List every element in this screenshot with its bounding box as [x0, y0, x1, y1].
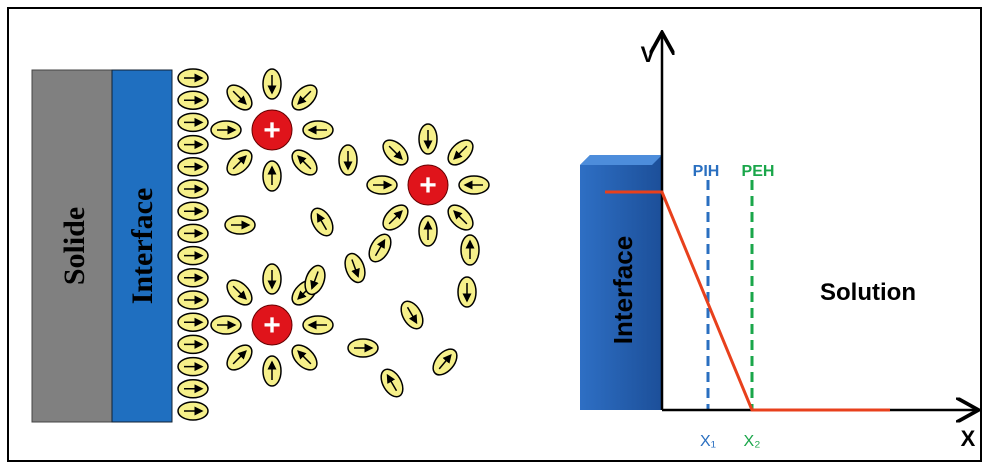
dipole	[178, 291, 208, 309]
x2-label: X₂	[744, 433, 761, 450]
figure: Solide Interface + + + Interface V X PIH P…	[0, 0, 989, 468]
dipole	[288, 341, 322, 375]
dipole	[419, 124, 437, 154]
dipole	[307, 205, 338, 240]
dipole	[365, 231, 396, 266]
dipole	[178, 224, 208, 242]
dipole	[397, 298, 428, 333]
cation-sign: +	[419, 169, 437, 202]
dipole	[211, 316, 241, 334]
dipole	[178, 335, 208, 353]
dipole	[223, 146, 257, 180]
dipole	[458, 277, 476, 307]
dipole	[379, 201, 413, 235]
dipole	[178, 91, 208, 109]
cation-sign: +	[263, 309, 281, 342]
dipole	[379, 136, 413, 170]
dipole	[223, 276, 257, 310]
dipole	[461, 235, 479, 265]
dipole	[341, 251, 368, 285]
dipole	[377, 366, 408, 401]
dipole	[348, 339, 378, 357]
dipole	[428, 345, 461, 380]
y-axis-label: V	[641, 42, 656, 67]
dipole	[178, 136, 208, 154]
dipole	[303, 121, 333, 139]
dipole	[303, 316, 333, 334]
dipole	[444, 201, 478, 235]
dipole	[263, 356, 281, 386]
peh-label: PEH	[742, 163, 775, 180]
dipole	[263, 69, 281, 99]
dipole	[178, 313, 208, 331]
pih-label: PIH	[693, 163, 720, 180]
interface-label: Interface	[126, 188, 159, 305]
dipole	[223, 81, 257, 115]
x-axis-label: X	[961, 426, 976, 451]
dipoles	[178, 69, 489, 420]
dipole	[178, 69, 208, 87]
x1-label: X₁	[700, 433, 716, 450]
dipole	[367, 176, 397, 194]
dipole	[178, 402, 208, 420]
dipole	[444, 136, 478, 170]
solution-label: Solution	[820, 279, 916, 306]
interface-box-label: Interface	[608, 236, 638, 344]
dipole	[288, 146, 322, 180]
dipole	[178, 380, 208, 398]
dipole	[178, 158, 208, 176]
dipole	[178, 180, 208, 198]
dipole	[225, 216, 255, 234]
dipole	[178, 113, 208, 131]
cation-sign: +	[263, 114, 281, 147]
dipole	[178, 247, 208, 265]
dipole	[339, 145, 357, 175]
interface-box-top	[580, 155, 662, 165]
solid-label: Solide	[58, 207, 91, 285]
dipole	[178, 269, 208, 287]
dipole	[211, 121, 241, 139]
dipole	[223, 341, 257, 375]
dipole	[178, 202, 208, 220]
dipole	[263, 161, 281, 191]
dipole	[459, 176, 489, 194]
dipole	[178, 358, 208, 376]
dipole	[263, 264, 281, 294]
dipole	[419, 216, 437, 246]
dipole	[288, 81, 322, 115]
